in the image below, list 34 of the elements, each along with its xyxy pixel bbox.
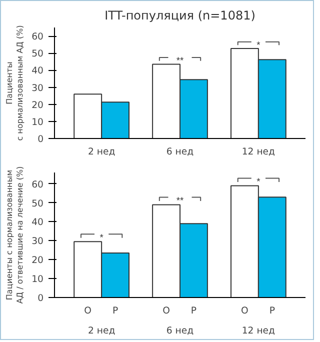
y-tick-label: 40: [32, 66, 44, 77]
annotation: *: [100, 232, 104, 243]
y-tick-label: 60: [32, 32, 44, 43]
y-tick-label: 30: [32, 82, 44, 94]
x-tick-label: 12 нед: [242, 146, 275, 158]
series-label: O: [84, 306, 92, 316]
y-tick-label: 0: [38, 293, 44, 304]
x-tick-label: 2 нед: [88, 146, 116, 158]
y-tick-label: 30: [32, 236, 44, 248]
x-tick-label: 6 нед: [166, 146, 194, 158]
y-tick-label: 20: [32, 100, 44, 111]
y-tick-label: 50: [32, 48, 44, 60]
y-tick-label: 50: [32, 198, 44, 210]
series-label: P: [112, 306, 118, 316]
y-tick-label: 40: [32, 217, 44, 228]
text: P: [269, 306, 275, 316]
y-tick-label: 60: [32, 179, 44, 190]
y-tick-label: 20: [32, 255, 44, 266]
text: P: [190, 306, 197, 316]
x-tick-label: 2 нед: [88, 326, 116, 336]
text: O: [241, 306, 248, 316]
y-tick-label: 10: [32, 116, 44, 128]
annotation: *: [256, 40, 261, 50]
y-tick-label: 10: [32, 274, 44, 286]
y-axis-title: Пациенты с нормализованным АД / ответившие на лечение (%): [4, 166, 25, 304]
y-axis-title: Пациенты с нормализованным АД (%): [4, 25, 25, 141]
y-tick-label: 0: [38, 134, 44, 145]
chart-title: ITT-популяция (n=1081): [104, 8, 256, 22]
text: O: [162, 306, 170, 316]
annotation: **: [176, 56, 184, 66]
x-tick-label: 12 нед: [242, 326, 275, 336]
x-tick-label: 6 нед: [166, 326, 194, 336]
annotation: *: [256, 176, 261, 187]
annotation: **: [176, 196, 184, 206]
